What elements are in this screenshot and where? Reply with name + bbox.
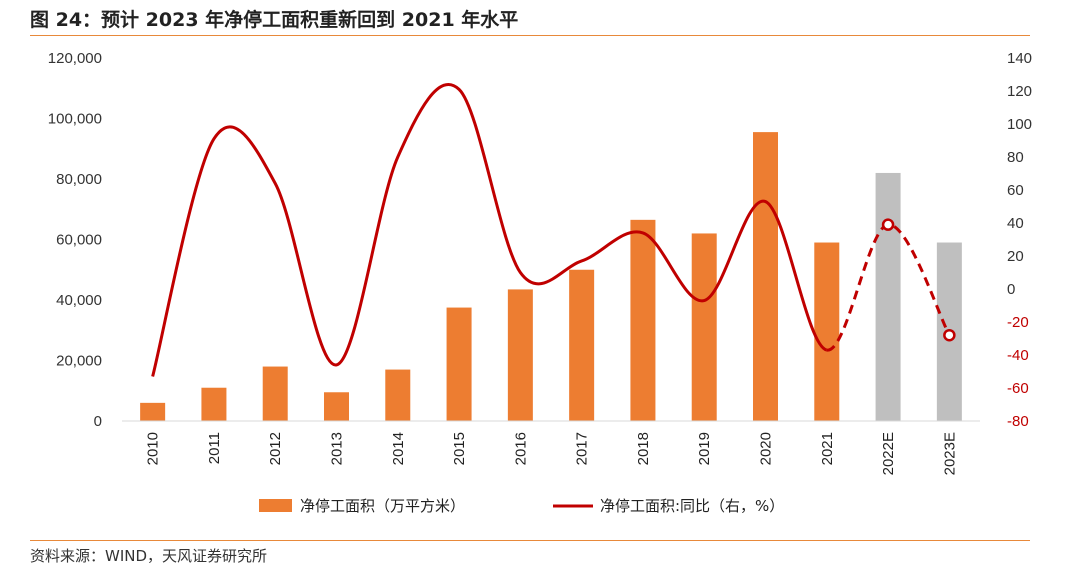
legend-label-bar: 净停工面积（万平方米） xyxy=(300,497,465,515)
x-tick-label: 2013 xyxy=(329,432,346,465)
yoy-point-2022E xyxy=(881,218,895,231)
right-tick-label: 80 xyxy=(1007,149,1024,166)
x-tick-label: 2014 xyxy=(390,432,407,465)
right-tick-label: 100 xyxy=(1007,116,1032,133)
x-axis-labels: 2010 2011 2012 2013 2014 2015 2016 2017 2018 2019… xyxy=(145,432,959,475)
left-tick-label: 100,000 xyxy=(48,111,102,128)
left-tick-label: 120,000 xyxy=(48,50,102,67)
right-tick-label: -40 xyxy=(1007,347,1029,364)
x-tick-label: 2019 xyxy=(696,432,713,465)
bar-2015 xyxy=(446,307,472,421)
bar-2018 xyxy=(630,219,656,421)
left-axis-labels: 0 20,000 40,000 60,000 80,000 100,000 120,000 xyxy=(48,50,102,430)
x-tick-label: 2011 xyxy=(206,432,223,464)
left-tick-label: 80,000 xyxy=(56,171,102,188)
left-tick-label: 0 xyxy=(94,413,102,430)
chart: 020,00040,00060,00080,000100,000120,000 … xyxy=(48,50,1032,515)
x-tick-label: 2010 xyxy=(145,432,162,465)
bar-2010 xyxy=(140,402,166,421)
x-tick-label: 2021 xyxy=(819,432,836,465)
x-tick-label: 2017 xyxy=(574,432,591,465)
x-tick-label: 2015 xyxy=(451,432,468,465)
yoy-line-actual xyxy=(151,83,828,377)
bar-series xyxy=(140,132,962,422)
left-tick-label: 60,000 xyxy=(56,232,102,249)
bar-2013 xyxy=(324,392,349,421)
yoy-point-2023E xyxy=(943,328,956,342)
bar-2019 xyxy=(691,233,717,421)
right-tick-label: -20 xyxy=(1007,314,1029,331)
figure-title: 图 24：预计 2023 年净停工面积重新回到 2021 年水平 xyxy=(30,9,519,31)
right-tick-label: 120 xyxy=(1007,83,1032,100)
bar-2016 xyxy=(507,289,533,421)
bar-2017 xyxy=(569,269,595,421)
right-tick-label: -80 xyxy=(1007,413,1029,430)
right-tick-label: 60 xyxy=(1007,182,1024,199)
left-tick-label: 40,000 xyxy=(56,292,102,309)
right-tick-label: 140 xyxy=(1007,50,1032,67)
yoy-line-series xyxy=(151,83,956,377)
right-tick-label: 0 xyxy=(1007,281,1015,298)
x-tick-label: 2016 xyxy=(512,432,529,465)
bar-2012 xyxy=(262,366,288,421)
right-tick-label: 20 xyxy=(1007,248,1024,265)
left-tick-label: 20,000 xyxy=(56,353,102,370)
legend: 净停工面积（万平方米） 净停工面积:同比（右，%） xyxy=(259,497,784,515)
x-tick-label: 2018 xyxy=(635,432,652,465)
right-tick-label: 40 xyxy=(1007,215,1024,232)
legend-swatch-bar xyxy=(259,499,292,512)
x-tick-label: 2020 xyxy=(758,432,775,465)
bar-2020 xyxy=(753,132,778,422)
x-tick-label: 2023E xyxy=(941,432,958,475)
x-tick-label: 2012 xyxy=(267,432,284,465)
top-divider xyxy=(30,35,1030,36)
bottom-divider xyxy=(30,540,1030,541)
legend-label-line: 净停工面积:同比（右，%） xyxy=(600,497,784,515)
source-note: 资料来源：WIND，天风证券研究所 xyxy=(30,547,268,565)
bar-2014 xyxy=(385,369,411,421)
bar-2022E xyxy=(875,172,901,421)
right-tick-label: -60 xyxy=(1007,380,1029,397)
bar-2021 xyxy=(814,242,840,421)
bar-2011 xyxy=(201,387,227,421)
right-axis-labels: -80 -60 -40 -20 0 20 40 60 80 100 120 140 xyxy=(1007,50,1032,430)
x-tick-label: 2022E xyxy=(880,432,897,475)
